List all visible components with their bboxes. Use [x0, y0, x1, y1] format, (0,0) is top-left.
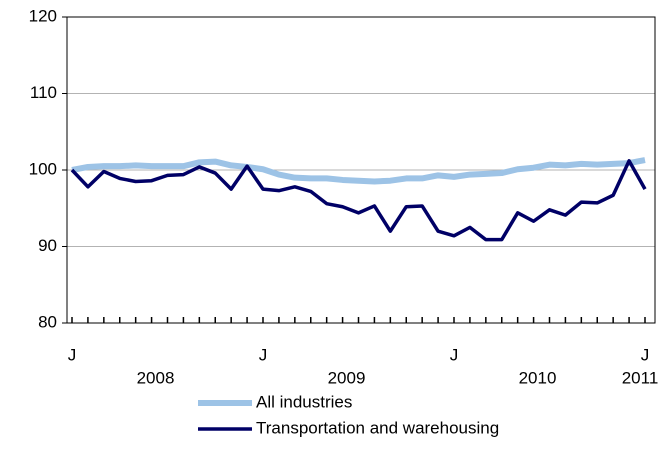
year-label: 2010: [519, 368, 557, 387]
x-tick-label: J: [641, 345, 650, 364]
x-tick-label: J: [259, 345, 268, 364]
y-tick-label: 110: [30, 83, 57, 102]
year-label: 2009: [328, 368, 366, 387]
y-tick-label: 90: [38, 236, 57, 255]
y-tick-label: 100: [29, 159, 57, 178]
y-tick-label: 80: [38, 312, 57, 331]
series-line: [71, 157, 646, 185]
year-label: 2011: [622, 368, 659, 387]
legend-label: All industries: [256, 392, 352, 411]
x-tick-label: J: [450, 345, 459, 364]
series-line: [70, 159, 647, 242]
year-label: 2008: [137, 368, 175, 387]
plot-border: [66, 16, 656, 324]
x-tick-label: J: [68, 345, 77, 364]
legend-label: Transportation and warehousing: [256, 418, 499, 437]
y-tick-label: 120: [29, 6, 57, 25]
